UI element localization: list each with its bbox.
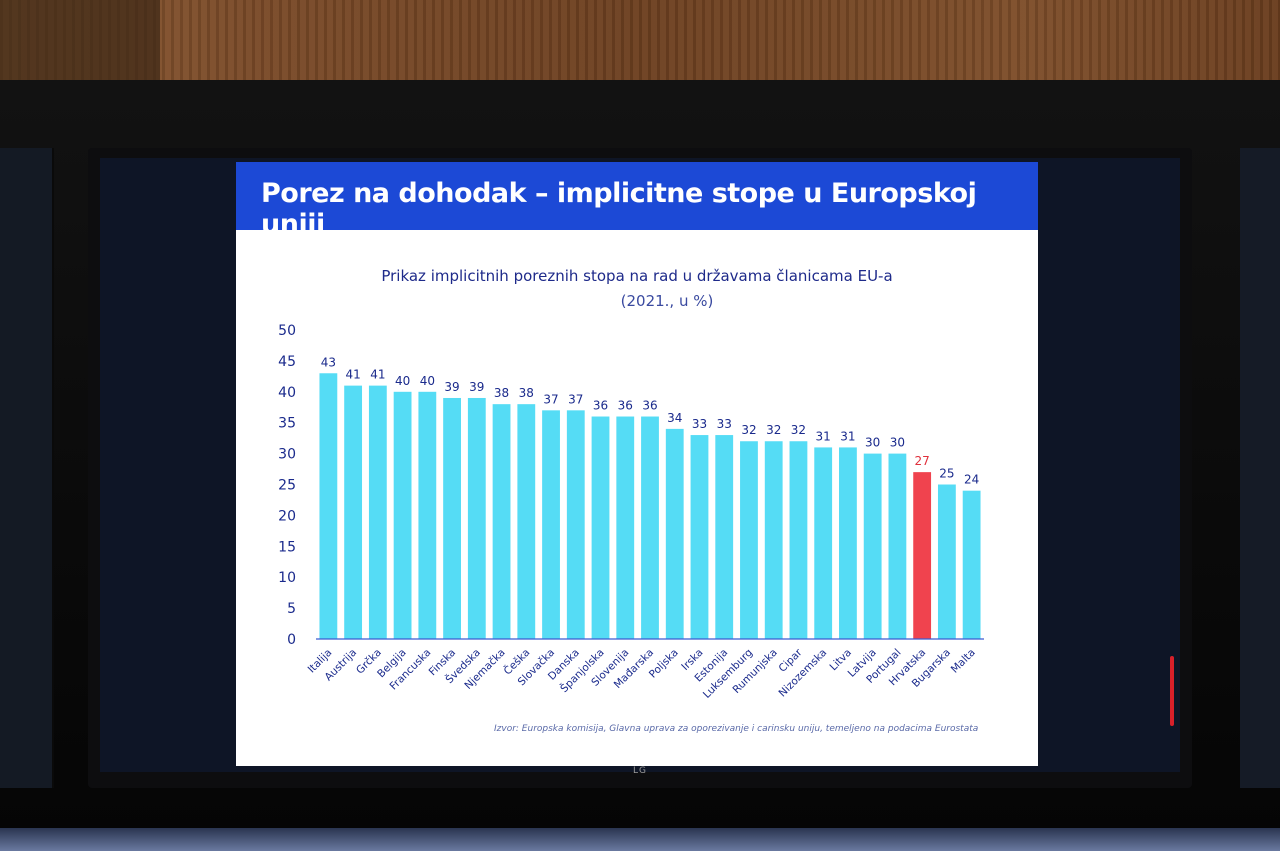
bar — [344, 385, 363, 639]
data-label: 34 — [667, 411, 682, 425]
bar — [740, 441, 758, 639]
data-label: 30 — [865, 436, 880, 450]
red-indicator-light — [1170, 656, 1174, 726]
bar — [913, 472, 932, 639]
bar — [863, 453, 882, 639]
bar-chart: 0510152025303540455043Italija41Austrija4… — [278, 323, 984, 701]
data-label: 33 — [692, 417, 707, 431]
wall-shadow — [0, 0, 160, 80]
bar — [368, 385, 387, 639]
data-label: 25 — [939, 467, 954, 481]
data-label: 39 — [444, 380, 459, 394]
bar — [443, 397, 461, 639]
data-label: 31 — [816, 429, 831, 443]
y-tick-label: 35 — [278, 416, 296, 432]
data-label: 37 — [568, 392, 583, 406]
floor — [0, 828, 1280, 851]
data-label: 30 — [890, 436, 905, 450]
data-label: 32 — [741, 423, 756, 437]
bar — [665, 428, 684, 639]
bar — [319, 373, 338, 639]
bar — [814, 447, 833, 639]
source-note: Izvor: Europska komisija, Glavna uprava … — [494, 724, 979, 734]
data-label: 39 — [469, 380, 484, 394]
data-label: 41 — [370, 368, 385, 382]
bar — [937, 484, 956, 639]
y-tick-label: 45 — [278, 354, 296, 370]
data-label: 32 — [791, 423, 806, 437]
left-screen-panel — [0, 148, 54, 788]
data-label: 31 — [840, 429, 855, 443]
y-tick-label: 20 — [278, 508, 296, 524]
y-tick-label: 50 — [278, 323, 296, 339]
monitor-logo: LG — [633, 766, 647, 776]
bar — [492, 404, 511, 639]
data-label: 40 — [395, 374, 410, 388]
data-label: 40 — [420, 374, 435, 388]
data-label: 41 — [345, 368, 360, 382]
y-tick-label: 10 — [278, 570, 296, 586]
bar — [418, 391, 437, 639]
y-tick-label: 0 — [287, 632, 296, 648]
bar — [789, 441, 808, 639]
data-label: 36 — [642, 399, 657, 413]
bar — [467, 397, 486, 639]
bar — [690, 435, 709, 639]
data-label: 36 — [618, 399, 633, 413]
bar — [517, 404, 536, 639]
data-label: 24 — [964, 473, 979, 487]
background-wall — [0, 0, 1280, 92]
bar — [542, 410, 560, 639]
presentation-slide: Porez na dohodak – implicitne stope u Eu… — [236, 162, 1038, 766]
bar — [715, 435, 734, 639]
bar — [839, 447, 857, 639]
bar — [764, 441, 783, 639]
bar — [962, 490, 981, 639]
data-label: 27 — [915, 454, 930, 468]
bar — [566, 410, 585, 639]
y-tick-label: 25 — [278, 478, 296, 494]
bar — [616, 416, 635, 639]
data-label: 32 — [766, 423, 781, 437]
y-tick-label: 30 — [278, 447, 296, 463]
y-tick-label: 40 — [278, 385, 296, 401]
chart-subtitle: (2021., u %) — [620, 292, 714, 310]
data-label: 33 — [717, 417, 732, 431]
right-screen-panel — [1240, 148, 1280, 788]
chart-title: Prikaz implicitnih poreznih stopa na rad… — [381, 267, 893, 285]
slide-title: Porez na dohodak – implicitne stope u Eu… — [261, 178, 977, 240]
data-label: 38 — [519, 386, 534, 400]
slide-header: Porez na dohodak – implicitne stope u Eu… — [236, 162, 1038, 240]
y-tick-label: 5 — [287, 601, 296, 617]
data-label: 43 — [321, 355, 336, 369]
y-tick-label: 15 — [278, 539, 296, 555]
bar — [641, 416, 659, 639]
bar — [591, 416, 610, 639]
x-tick-label: Malta — [949, 647, 978, 676]
bar — [393, 391, 412, 639]
data-label: 38 — [494, 386, 509, 400]
bar — [888, 453, 907, 639]
data-label: 37 — [543, 392, 558, 406]
data-label: 36 — [593, 399, 608, 413]
